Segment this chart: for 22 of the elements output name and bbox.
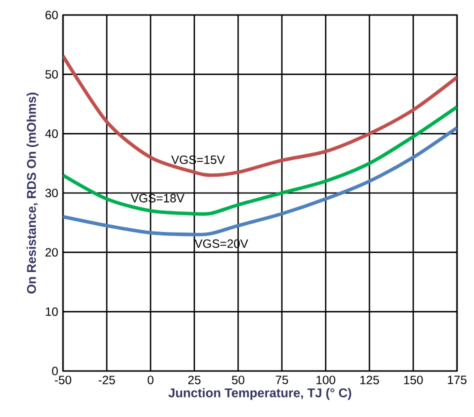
- line-series: [63, 105, 458, 216]
- y-tick-label: 40: [45, 129, 58, 138]
- y-tick-label: 50: [45, 70, 58, 79]
- x-axis-title: Junction Temperature, TJ (° C): [168, 388, 352, 400]
- line-series: [63, 126, 458, 236]
- y-tick-label: 20: [46, 248, 58, 257]
- x-tick-label: 75: [276, 376, 288, 384]
- x-tick-label: 100: [316, 376, 336, 384]
- x-tick-label: -50: [54, 376, 72, 384]
- x-tick-label: 0: [148, 376, 154, 384]
- y-tick-label: 10: [46, 307, 58, 316]
- y-tick-label: 30: [45, 188, 58, 198]
- x-tick-label: 150: [404, 376, 423, 384]
- x-tick-label: -25: [98, 376, 115, 384]
- line-series: [63, 54, 458, 177]
- x-tick-label: 125: [360, 376, 379, 384]
- x-tick-label: 175: [448, 376, 467, 384]
- y-axis-title: On Resistance, RDS On (mOhms): [26, 92, 38, 294]
- y-tick-label: 0: [52, 366, 58, 376]
- x-tick-label: 25: [188, 376, 201, 384]
- y-tick-label: 60: [46, 10, 58, 20]
- x-tick-label: 50: [232, 376, 244, 384]
